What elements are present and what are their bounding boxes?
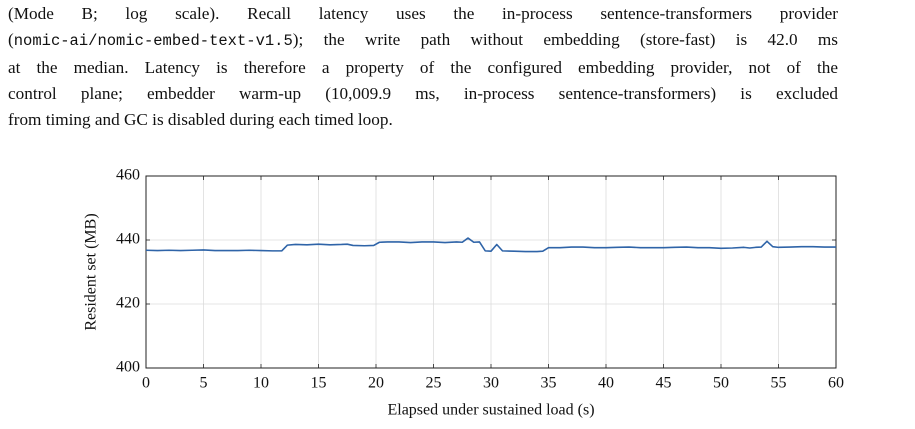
y-tick-label: 420 (116, 295, 140, 312)
x-tick-label: 15 (311, 375, 327, 392)
text-line: at the median. Latency is therefore a pr… (8, 57, 838, 77)
x-tick-label: 35 (541, 375, 557, 392)
y-axis-label: Resident set (MB) (83, 213, 100, 330)
y-tick-label: 440 (116, 231, 140, 248)
y-tick-label: 400 (116, 359, 140, 376)
code: nomic-ai/nomic-embed-text-v1.5 (13, 32, 293, 51)
y-tick-label: 460 (116, 167, 140, 184)
x-axis-label: Elapsed under sustained load (s) (387, 402, 594, 419)
x-tick-label: 5 (200, 375, 208, 392)
text-line: control plane; embedder warm-up (10,009.… (8, 83, 838, 103)
text-span: ); the write path without embedding (sto… (292, 30, 838, 50)
x-tick-label: 0 (142, 375, 150, 392)
paragraph: (Mode B; log scale). Recall latency uses… (8, 1, 838, 133)
x-tick-label: 55 (771, 375, 787, 392)
text-line: (Mode B; log scale). Recall latency uses… (8, 4, 838, 23)
plot-frame (145, 175, 837, 369)
x-tick-label: 45 (656, 375, 672, 392)
x-tick-label: 40 (598, 375, 614, 392)
text-line: from timing and GC is disabled during ea… (8, 110, 393, 130)
x-tick-label: 20 (368, 375, 384, 392)
text-line: (nomic-ai/nomic-embed-text-v1.5); the wr… (8, 27, 838, 54)
x-tick-label: 25 (426, 375, 442, 392)
x-tick-label: 50 (713, 375, 729, 392)
data-line (145, 237, 836, 253)
x-tick-label: 60 (828, 375, 844, 392)
x-tick-label: 30 (483, 375, 499, 392)
x-tick-label: 10 (253, 375, 269, 392)
text-span: ( (8, 30, 14, 50)
